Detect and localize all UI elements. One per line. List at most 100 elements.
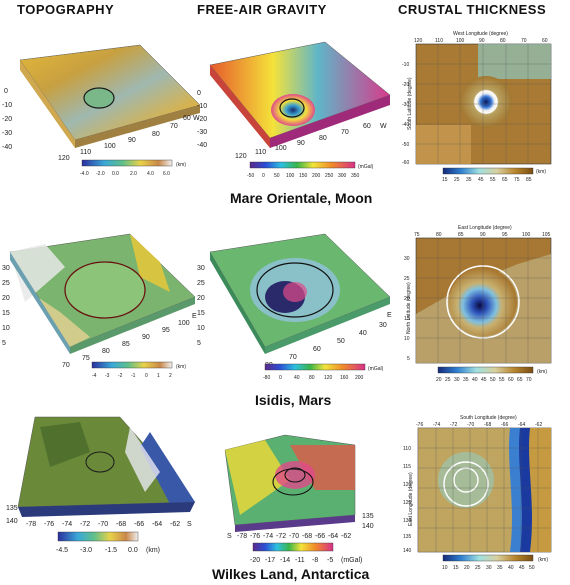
tick: E xyxy=(192,313,197,320)
unit: (km) xyxy=(146,547,160,554)
tick: 20 xyxy=(404,296,410,302)
tick: 75 xyxy=(514,177,520,183)
tick: -30 xyxy=(402,102,409,108)
tick: -64 xyxy=(152,521,162,528)
caption-wilkes-land: Wilkes Land, Antarctica xyxy=(212,566,370,582)
axis-title: South Longitude (degree) xyxy=(460,415,517,421)
tick: -20 xyxy=(197,116,207,123)
tick: 140 xyxy=(403,548,412,554)
tick: 90 xyxy=(479,38,485,44)
tick: 10 xyxy=(2,325,10,332)
tick: 85 xyxy=(458,232,464,238)
colorbar xyxy=(57,531,139,542)
wilkes-crustal-plot: South Longitude (degree) -76 -74 -72 -70… xyxy=(403,415,552,571)
tick: 200 xyxy=(312,173,321,179)
tick: 55 xyxy=(490,177,496,183)
tick: 140 xyxy=(6,518,18,525)
tick: 350 xyxy=(351,173,360,179)
tick: 0 xyxy=(197,90,201,97)
tick: 20 xyxy=(2,295,10,302)
tick: -64 xyxy=(328,533,338,540)
tick: 140 xyxy=(362,523,374,530)
tick: 30 xyxy=(404,256,410,262)
tick: S xyxy=(227,533,232,540)
tick: -10 xyxy=(197,103,207,110)
tick: 2.0 xyxy=(130,171,137,177)
tick: 85 xyxy=(122,341,130,348)
tick: -11 xyxy=(295,557,305,564)
tick: -66 xyxy=(315,533,325,540)
moon-gravity-plot: 0 -10 -20 -30 -40 120 110 100 90 80 70 6… xyxy=(197,41,391,179)
unit: (km) xyxy=(176,364,186,370)
axis-title: West Longitude (degree) xyxy=(453,31,508,37)
tick: 120 xyxy=(403,482,412,488)
tick: 20 xyxy=(197,295,205,302)
tick: S xyxy=(187,521,192,528)
tick: 0.0 xyxy=(128,547,138,554)
tick: 40 xyxy=(508,565,514,571)
tick: 70 xyxy=(341,129,349,136)
tick: 110 xyxy=(255,149,266,156)
tick: -68 xyxy=(116,521,126,528)
tick: -1.5 xyxy=(105,547,117,554)
colorbar xyxy=(91,361,173,369)
tick: 40 xyxy=(294,375,300,381)
tick: 5 xyxy=(407,356,410,362)
tick: 70 xyxy=(521,38,527,44)
tick: 80 xyxy=(152,131,160,138)
colorbar xyxy=(252,542,334,552)
tick: -76 xyxy=(416,422,423,428)
unit: (km) xyxy=(176,162,186,168)
tick: 110 xyxy=(403,446,411,452)
tick: 120 xyxy=(414,38,423,44)
tick: -30 xyxy=(2,130,12,137)
wilkes-crustal-panel: South Longitude (degree) -76 -74 -72 -70… xyxy=(398,414,568,574)
unit: (mGal) xyxy=(368,366,384,372)
tick: 25 xyxy=(2,280,10,287)
tick: 20 xyxy=(464,565,470,571)
tick: 30 xyxy=(2,265,10,272)
tick: 160 xyxy=(340,375,349,381)
moon-crustal-plot: West Longitude (degree) 120 110 100 90 8… xyxy=(402,31,552,183)
tick: 70 xyxy=(526,377,532,383)
tick: 125 xyxy=(403,500,412,506)
tick: 110 xyxy=(80,149,91,156)
tick: 15 xyxy=(2,310,10,317)
unit: (mGal) xyxy=(341,557,362,564)
tick: 50 xyxy=(529,565,535,571)
tick: -72 xyxy=(450,422,457,428)
tick: -78 xyxy=(26,521,36,528)
tick: 150 xyxy=(299,173,308,179)
tick: 90 xyxy=(480,232,486,238)
tick: W xyxy=(193,115,200,122)
moon-crustal-panel: West Longitude (degree) 120 110 100 90 8… xyxy=(398,30,568,190)
tick: 130 xyxy=(403,518,412,524)
tick: 50 xyxy=(274,173,280,179)
tick: -17 xyxy=(265,557,275,564)
unit: (km) xyxy=(538,557,548,563)
tick: 85 xyxy=(526,177,532,183)
tick: -5 xyxy=(327,557,333,564)
tick: 100 xyxy=(522,232,531,238)
tick: -40 xyxy=(2,144,12,151)
tick: -8 xyxy=(312,557,318,564)
tick: -1 xyxy=(131,373,136,379)
tick: -78 xyxy=(237,533,247,540)
tick: -62 xyxy=(535,422,542,428)
wilkes-gravity-panel: 135 140 S -78 -76 -74 -72 -70 -68 -66 -6… xyxy=(195,420,395,575)
tick: 50 xyxy=(490,377,496,383)
tick: 60 xyxy=(183,115,191,122)
tick: 80 xyxy=(436,232,442,238)
tick: -66 xyxy=(134,521,144,528)
tick: 120 xyxy=(324,375,333,381)
mars-topography-plot: 30 25 20 15 10 5 70 75 80 85 90 95 100 E… xyxy=(2,233,197,379)
tick: 300 xyxy=(338,173,347,179)
tick: -20 xyxy=(250,557,260,564)
tick: 30 xyxy=(486,565,492,571)
tick: 45 xyxy=(478,177,484,183)
tick: 135 xyxy=(6,505,18,512)
tick: 10 xyxy=(442,565,448,571)
tick: 50 xyxy=(337,338,345,345)
colorbar xyxy=(264,363,366,371)
tick: 35 xyxy=(497,565,503,571)
